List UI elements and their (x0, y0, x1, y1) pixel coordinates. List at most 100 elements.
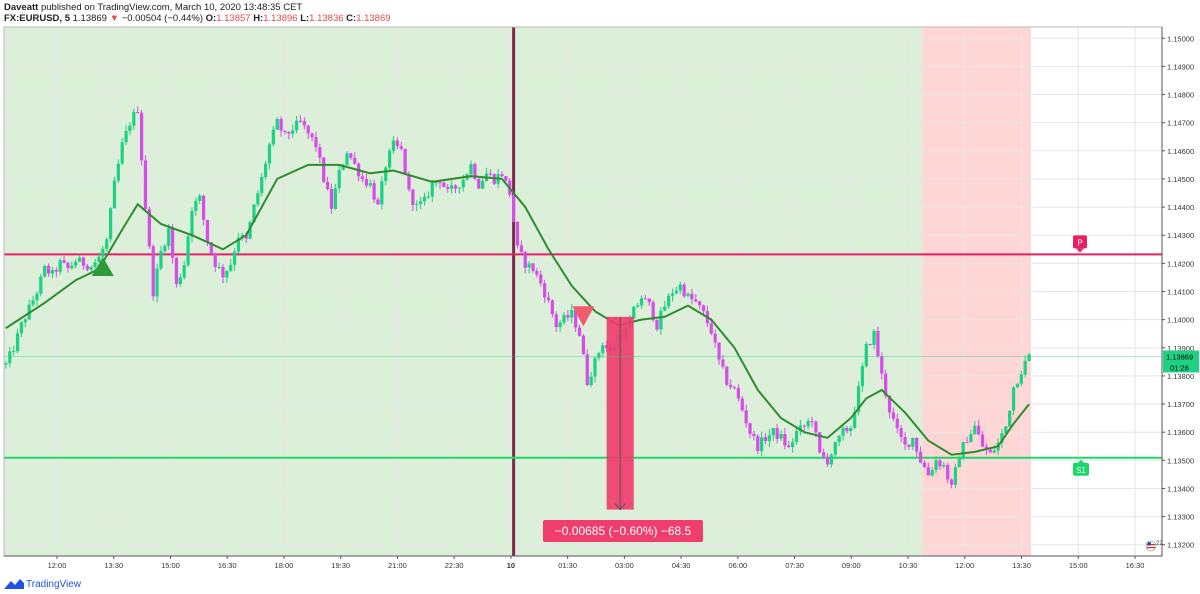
candle-body (566, 315, 570, 318)
candle-body (546, 297, 551, 301)
candle-body (283, 130, 287, 133)
candle (8, 347, 12, 368)
brand-name: TradingView (26, 579, 82, 590)
candle-body (760, 437, 764, 452)
candle-body (1015, 383, 1020, 388)
candle (779, 429, 783, 441)
candle (70, 261, 74, 270)
candle (376, 196, 380, 205)
candle (527, 261, 531, 274)
candle (105, 237, 109, 252)
candle (825, 453, 830, 468)
gridlines (4, 27, 1162, 556)
candle (229, 258, 233, 273)
candle (911, 437, 915, 451)
candle (23, 318, 27, 328)
candle (434, 181, 438, 188)
tradingview-brand[interactable]: TradingView (4, 578, 81, 590)
candle-body (500, 174, 504, 177)
candle (275, 117, 279, 130)
candle-body (721, 359, 725, 367)
candle-body (957, 458, 961, 468)
candle (663, 300, 667, 312)
candle-body (415, 204, 419, 206)
time-tick-label: 04:30 (672, 561, 691, 570)
pivot-badge-pointer-icon (1076, 248, 1084, 253)
candle-body (325, 181, 330, 189)
candle (391, 136, 396, 154)
candle-body (806, 420, 810, 427)
candle-body (539, 274, 543, 284)
candle (864, 341, 868, 368)
candle (35, 291, 39, 306)
candle-body (128, 125, 132, 132)
candle-body (167, 228, 171, 246)
candle (457, 187, 461, 194)
candle-body (659, 310, 663, 330)
candle-body (698, 301, 702, 306)
candle (217, 262, 221, 270)
candle-body (674, 290, 679, 294)
candle (775, 423, 779, 444)
candle (957, 455, 961, 468)
candle (387, 148, 392, 171)
candle-body (891, 412, 896, 419)
candle-body (880, 356, 884, 374)
candle-body (291, 130, 295, 134)
candle (1008, 410, 1012, 428)
candle-body (938, 460, 942, 467)
candle-body (23, 319, 27, 323)
candles (4, 106, 1031, 489)
candle (488, 169, 492, 177)
candle (748, 422, 752, 439)
candle (473, 162, 477, 181)
symbol-name[interactable]: FX:EURUSD, 5 (4, 13, 70, 24)
sell-signal-triangle-icon (572, 306, 595, 327)
flag-canton (1147, 542, 1151, 546)
candle-body (85, 265, 89, 270)
candle-body (550, 300, 555, 315)
countdown-badge (1163, 361, 1199, 373)
candle (531, 262, 535, 274)
candle-body (748, 423, 752, 434)
candle (31, 295, 35, 307)
candle-body (329, 188, 334, 209)
candle-body (314, 137, 318, 148)
candle (698, 300, 702, 310)
candle (504, 176, 508, 183)
candle (430, 179, 434, 203)
candle (860, 362, 865, 393)
candle (713, 329, 717, 348)
candle-body (155, 268, 159, 297)
candle-body (554, 314, 558, 328)
candle (760, 431, 764, 457)
candle-body (434, 182, 438, 184)
candle-body (318, 147, 322, 158)
candle-body (527, 263, 531, 268)
candle (446, 184, 450, 193)
price-tick-label: 1.13700 (1167, 400, 1194, 409)
candle-body (229, 264, 233, 271)
candle (15, 328, 20, 354)
time-tick-label: 15:00 (161, 561, 180, 570)
low-value: 1.13836 (309, 13, 344, 24)
candle (903, 432, 907, 450)
candle-body (903, 436, 907, 445)
candle (686, 292, 690, 298)
candle-body (663, 306, 667, 311)
tradingview-logo-icon (4, 579, 24, 589)
author-name[interactable]: Daveatt (4, 2, 39, 13)
candle-body (632, 306, 636, 319)
candle (198, 193, 202, 204)
candle (942, 462, 946, 469)
candle-body (190, 210, 194, 237)
candle (368, 179, 372, 188)
time-tick-label: 09:00 (842, 561, 861, 570)
candle (798, 419, 803, 436)
candle-body (884, 373, 888, 396)
candle (302, 117, 306, 130)
price-chart[interactable]: −0.00685 (−0.60%) −68.5 P S1 1.15000 1.14900… (0, 0, 1200, 576)
candle (62, 255, 66, 264)
time-tick-label: 06:00 (728, 561, 747, 570)
candle-body (446, 186, 450, 189)
